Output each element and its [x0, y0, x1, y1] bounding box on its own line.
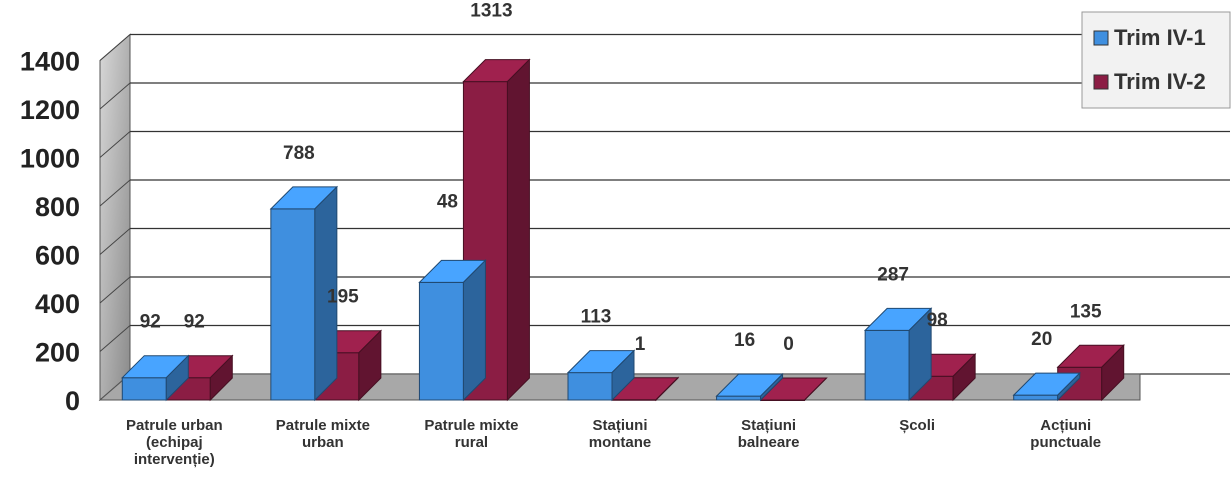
- legend-swatch: [1093, 30, 1109, 46]
- bar-side: [952, 353, 976, 402]
- bar: [418, 259, 487, 402]
- y-tick-label: 400: [35, 289, 80, 319]
- bar-side: [506, 58, 530, 402]
- y-tick-label: 800: [35, 192, 80, 222]
- y-tick-label: 1000: [20, 144, 80, 174]
- bar: [863, 307, 933, 402]
- category-label: Școli: [899, 417, 935, 434]
- bar-front: [567, 372, 613, 401]
- legend: Trim IV-1 Trim IV-2: [1081, 11, 1231, 109]
- category-label: Patrule urban: [126, 417, 223, 434]
- data-label: 16: [734, 330, 755, 351]
- y-axis: 0 200 400 600 800 1000 1200 1400: [20, 47, 80, 417]
- y-tick-label: 1200: [20, 95, 80, 125]
- gridlines: [99, 33, 1230, 401]
- bars: [121, 58, 1125, 402]
- bar-side: [1057, 371, 1081, 402]
- bar: [715, 372, 784, 402]
- bar: [1012, 371, 1081, 402]
- bar: [269, 185, 339, 402]
- data-label: 113: [581, 307, 612, 328]
- gridline-side: [99, 82, 131, 110]
- category-label: Acțiuni: [1040, 417, 1091, 434]
- data-label: 92: [140, 312, 161, 333]
- gridline-side: [99, 131, 131, 158]
- bar-front: [716, 395, 762, 401]
- bar-side: [908, 307, 932, 402]
- data-labels: 92 92 788 195 48 1313 113 1 16 0 287 98 20 135: [140, 1, 1102, 355]
- y-tick-label: 1400: [20, 47, 80, 77]
- category-label: Patrule mixte: [424, 417, 518, 434]
- category-label: Stațiuni: [593, 417, 648, 434]
- chart-walls: [99, 33, 131, 402]
- legend-label: Trim IV-2: [1114, 69, 1206, 94]
- data-label: 135: [1070, 301, 1102, 322]
- side-wall: [99, 33, 131, 402]
- data-label: 92: [184, 312, 205, 333]
- bar-front: [418, 281, 464, 401]
- category-label: Stațiuni: [741, 417, 796, 434]
- y-tick-label: 0: [65, 386, 80, 416]
- bar-side: [314, 185, 338, 402]
- data-label: 98: [927, 310, 948, 331]
- category-label: (echipaj: [146, 434, 203, 451]
- category-label: montane: [589, 434, 652, 451]
- bar-side: [804, 377, 827, 401]
- legend-swatch: [1093, 74, 1109, 90]
- data-label: 287: [877, 264, 909, 285]
- gridline-side: [99, 34, 131, 61]
- data-label: 1313: [470, 1, 512, 22]
- gridline-side: [99, 228, 131, 255]
- bar-front: [121, 377, 167, 401]
- legend-label: Trim IV-1: [1114, 25, 1206, 50]
- category-label: punctuale: [1030, 434, 1101, 451]
- category-label: Patrule mixte: [276, 417, 370, 434]
- data-label: 48: [437, 191, 458, 212]
- bar: [566, 349, 636, 402]
- gridline-side: [99, 179, 131, 207]
- bar-side: [358, 329, 382, 402]
- data-label: 788: [283, 143, 315, 164]
- category-label: balneare: [738, 434, 800, 451]
- data-label: 195: [327, 287, 359, 308]
- gridline-side: [99, 276, 131, 304]
- bar-front: [1013, 394, 1059, 401]
- data-label: 0: [783, 334, 794, 355]
- bar-side: [165, 354, 189, 402]
- bar-side: [760, 372, 784, 402]
- category-label: intervenție): [134, 451, 215, 468]
- bar-side: [1101, 344, 1125, 402]
- bar-front: [864, 329, 910, 401]
- bar-front: [270, 208, 316, 401]
- bar-side: [209, 354, 233, 402]
- category-label: urban: [302, 434, 344, 451]
- legend-box: [1081, 11, 1231, 109]
- data-label: 1: [635, 334, 646, 355]
- bar: [121, 354, 190, 402]
- bar-side: [655, 376, 679, 402]
- gridline-side: [99, 325, 131, 352]
- data-label: 20: [1031, 329, 1052, 350]
- y-tick-label: 600: [35, 241, 80, 271]
- bar-side: [611, 349, 635, 402]
- bar-side: [462, 259, 486, 402]
- category-label: rural: [455, 434, 488, 451]
- y-tick-label: 200: [35, 338, 80, 368]
